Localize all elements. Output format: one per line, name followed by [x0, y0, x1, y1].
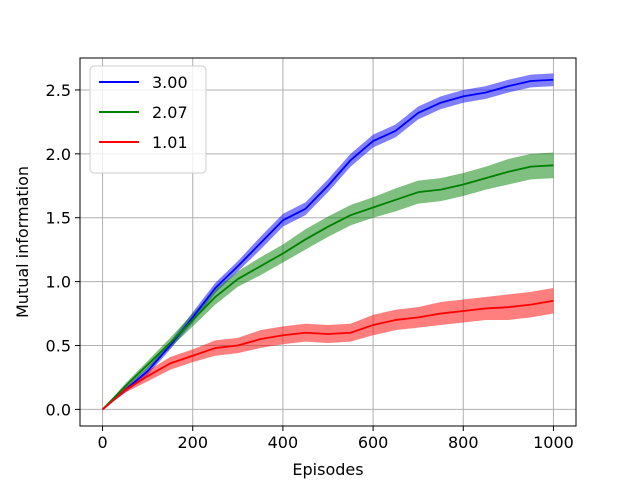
y-axis-label: Mutual information	[13, 166, 32, 318]
series-line-2.07	[101, 164, 554, 411]
confidence-bands	[102, 73, 554, 410]
y-tick-label: 1.0	[46, 273, 71, 292]
legend-box	[89, 65, 207, 174]
y-tick-label: 2.0	[46, 145, 71, 164]
x-tick-label: 600	[358, 433, 389, 452]
x-tick-label: 800	[448, 433, 479, 452]
legend-label: 1.01	[152, 133, 188, 152]
y-tick-label: 0.5	[46, 337, 71, 356]
series-line-1.01	[101, 299, 554, 411]
y-tick-label: 2.5	[46, 81, 71, 100]
confidence-band-1.01	[102, 288, 554, 410]
confidence-band-2.07	[102, 152, 554, 410]
plot-frame	[79, 57, 577, 427]
legend-label: 3.00	[152, 73, 188, 92]
x-tick-label: 0	[97, 433, 107, 452]
legend: 3.00 2.07 1.01	[89, 65, 207, 174]
x-tick-label: 400	[268, 433, 299, 452]
x-tick-label: 200	[177, 433, 208, 452]
y-tick-label: 1.5	[46, 209, 71, 228]
legend-label: 2.07	[152, 103, 188, 122]
x-axis-label: Episodes	[292, 460, 363, 479]
series-lines	[101, 78, 554, 411]
axis-ticks: 0 200 400 600 800 1000 0.0 0.5 1.0 1.5 2.0 2.5	[46, 81, 574, 452]
x-tick-label: 1000	[533, 433, 574, 452]
y-tick-label: 0.0	[46, 400, 71, 419]
